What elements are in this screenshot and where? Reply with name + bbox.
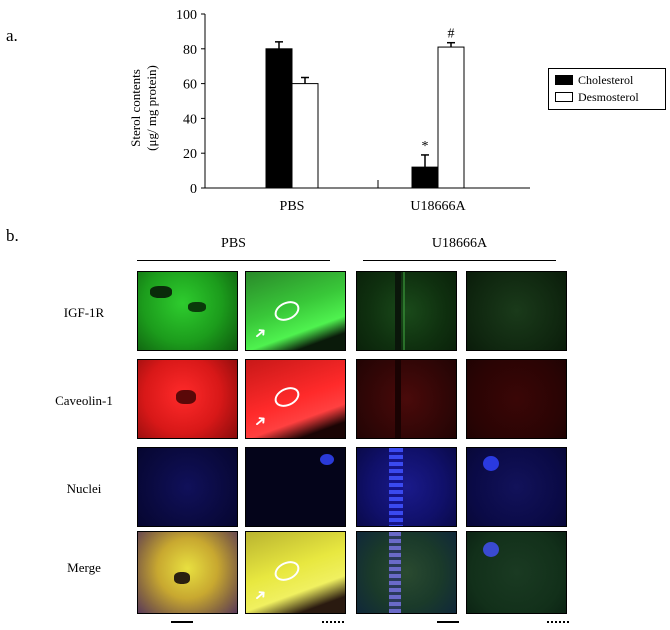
row-label-caveolin1: Caveolin-1 (55, 393, 113, 408)
nucleus-spot (483, 542, 499, 557)
roi-oval (271, 383, 303, 411)
y-axis-unit: (μg/ mg protein) (144, 65, 159, 151)
micrograph-igf1r-pbs-low (137, 271, 238, 351)
bar-cholesterol-u18666a (411, 166, 439, 189)
micrograph-igf1r-u18666a-high (466, 271, 567, 351)
micrograph-igf1r-u18666a-low (356, 271, 457, 351)
panel-b-label: b. (6, 226, 19, 245)
arrow-icon: ➜ (249, 322, 271, 344)
legend-swatch-desmosterol (555, 92, 573, 102)
nuclear-layer (389, 448, 403, 526)
micrograph-caveolin1-pbs-low (137, 359, 238, 439)
legend-item-cholesterol: Cholesterol (555, 72, 633, 88)
group-title-u18666a: U18666A (431, 236, 488, 251)
legend-label-desmosterol: Desmosterol (578, 89, 639, 104)
panel-a-label: a. (6, 26, 18, 45)
bar-cholesterol-pbs (265, 48, 293, 189)
y-tick-label: 60 (183, 78, 197, 93)
micrograph-caveolin1-pbs-high: ➜ (245, 359, 346, 439)
tissue-band (395, 272, 401, 350)
micrograph-merge-pbs-high: ➜ (245, 531, 346, 614)
legend-item-desmosterol: Desmosterol (555, 89, 639, 105)
y-tick-label: 0 (190, 182, 197, 197)
nuclear-layer (389, 532, 401, 613)
micrograph-merge-u18666a-high (466, 531, 567, 614)
row-label-nuclei: Nuclei (66, 481, 102, 496)
micrograph-igf1r-pbs-high: ➜ (245, 271, 346, 351)
roi-oval (271, 557, 303, 585)
dark-region (150, 286, 172, 298)
y-axis-label: Sterol contents (128, 69, 143, 147)
group-underline-pbs (137, 260, 330, 261)
nucleus-spot (483, 456, 499, 471)
bar-desmosterol-pbs (291, 83, 319, 189)
micrograph-nuclei-u18666a-high (466, 447, 567, 527)
micrograph-nuclei-u18666a-low (356, 447, 457, 527)
x-tick-label: PBS (280, 199, 305, 214)
group-underline-u18666a (363, 260, 556, 261)
micrograph-caveolin1-u18666a-low (356, 359, 457, 439)
arrow-icon: ➜ (249, 584, 271, 606)
legend-label-cholesterol: Cholesterol (578, 72, 634, 87)
bar-desmosterol-u18666a (437, 46, 465, 189)
dark-region (176, 390, 196, 404)
micrograph-caveolin1-u18666a-high (466, 359, 567, 439)
micrograph-nuclei-pbs-low (137, 447, 238, 527)
chart-legend: Cholesterol Desmosterol (548, 68, 666, 110)
y-tick-label: 40 (183, 112, 197, 127)
arrow-icon: ➜ (249, 410, 271, 432)
significance-marker: * (422, 139, 429, 154)
y-tick-label: 20 (183, 147, 197, 162)
y-tick-label: 100 (176, 8, 197, 23)
micrograph-merge-u18666a-low (356, 531, 457, 614)
nucleus-spot (320, 454, 334, 465)
micrograph-nuclei-pbs-high (245, 447, 346, 527)
sterol-bar-chart: 0 20 40 60 80 100 PBS U18666A * # Sterol content… (128, 8, 530, 214)
scale-bar-high-mag-pbs (322, 621, 344, 623)
scale-bar-high-mag-u18666a (547, 621, 569, 623)
row-label-igf1r: IGF-1R (63, 305, 105, 320)
x-tick-label: U18666A (410, 199, 466, 214)
legend-swatch-cholesterol (555, 75, 573, 85)
roi-oval (271, 297, 303, 325)
significance-marker: # (448, 27, 455, 42)
tissue-band (403, 272, 405, 350)
y-tick-label: 80 (183, 43, 197, 58)
row-label-merge: Merge (67, 560, 101, 575)
tissue-band (395, 360, 401, 438)
scale-bar-low-mag-pbs (171, 621, 193, 623)
micrograph-merge-pbs-low (137, 531, 238, 614)
dark-region (188, 302, 206, 312)
dark-region (174, 572, 190, 584)
group-title-pbs: PBS (221, 236, 246, 251)
scale-bar-low-mag-u18666a (437, 621, 459, 623)
